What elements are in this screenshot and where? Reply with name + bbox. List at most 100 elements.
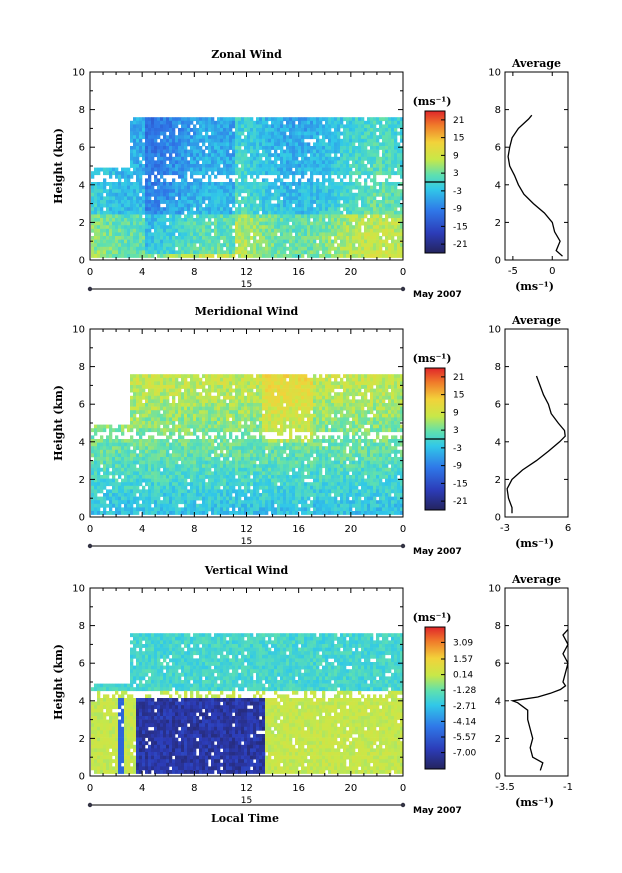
heatmap-cell xyxy=(181,171,185,176)
heatmap-cell xyxy=(112,453,116,458)
heatmap-cell xyxy=(292,149,296,154)
heatmap-cell xyxy=(169,149,173,154)
heatmap-cell xyxy=(352,135,356,140)
heatmap-cell xyxy=(139,503,143,508)
heatmap-cell xyxy=(376,218,380,222)
heatmap-cell xyxy=(235,196,239,201)
heatmap-cell xyxy=(196,489,200,494)
heatmap-cell xyxy=(307,225,311,230)
heatmap-cell xyxy=(283,156,287,161)
heatmap-cell xyxy=(91,464,95,469)
heatmap-cell xyxy=(163,511,167,515)
heatmap-cell xyxy=(151,496,155,501)
heatmap-cell xyxy=(130,131,134,136)
heatmap-cell xyxy=(187,493,191,497)
heatmap-cell xyxy=(94,475,98,479)
heatmap-cell xyxy=(106,210,110,215)
heatmap-cell xyxy=(379,120,383,125)
heatmap-cell xyxy=(352,171,356,176)
heatmap-cell xyxy=(121,228,125,233)
heatmap-cell xyxy=(142,207,146,212)
heatmap-cell xyxy=(286,207,290,212)
heatmap-cell xyxy=(298,117,302,122)
heatmap-cell xyxy=(160,164,164,168)
heatmap-cell xyxy=(136,503,140,508)
heatmap-cell xyxy=(397,160,401,165)
heatmap-cell xyxy=(148,254,152,258)
heatmap-cell xyxy=(112,236,116,240)
heatmap-cell xyxy=(259,189,263,194)
heatmap-cell xyxy=(274,232,278,237)
heatmap-cell xyxy=(331,207,335,212)
heatmap-cell xyxy=(220,167,224,172)
heatmap-cell xyxy=(112,207,116,212)
heatmap-cell xyxy=(289,189,293,194)
heatmap-cell xyxy=(187,446,191,451)
heatmap-cell xyxy=(391,225,395,230)
heatmap-cell xyxy=(268,142,272,147)
heatmap-cell xyxy=(325,192,329,197)
heatmap-cell xyxy=(364,120,368,125)
heatmap-cell xyxy=(139,171,143,176)
heatmap-cell xyxy=(112,239,116,244)
heatmap-cell xyxy=(91,507,95,512)
heatmap-cell xyxy=(109,228,113,233)
heatmap-cell xyxy=(253,207,257,212)
heatmap-cell xyxy=(280,117,284,122)
heatmap-cell xyxy=(193,381,197,386)
heatmap-cell xyxy=(340,214,344,219)
heatmap-cell xyxy=(334,246,338,251)
heatmap-cell xyxy=(331,239,335,244)
heatmap-cell xyxy=(355,153,359,158)
heatmap-cell xyxy=(181,142,185,147)
heatmap-cell xyxy=(139,417,143,422)
heatmap-cell xyxy=(388,164,392,168)
heatmap-cell xyxy=(124,496,128,501)
heatmap-cell xyxy=(121,236,125,240)
heatmap-cell xyxy=(175,428,179,433)
heatmap-cell xyxy=(301,138,305,143)
heatmap-cell xyxy=(310,160,314,165)
heatmap-cell xyxy=(268,254,272,258)
heatmap-cell xyxy=(322,146,326,150)
heatmap-cell xyxy=(157,395,161,400)
heatmap-cell xyxy=(340,153,344,158)
heatmap-cell xyxy=(373,207,377,212)
heatmap-cell xyxy=(238,131,242,136)
heatmap-cell xyxy=(121,189,125,194)
heatmap-cell xyxy=(190,174,194,179)
heatmap-cell xyxy=(184,403,188,407)
heatmap-cell xyxy=(346,232,350,237)
heatmap-cell xyxy=(307,135,311,140)
heatmap-cell xyxy=(244,156,248,161)
heatmap-cell xyxy=(247,135,251,140)
heatmap-cell xyxy=(280,178,284,183)
heatmap-cell xyxy=(358,243,362,248)
heatmap-cell xyxy=(151,453,155,458)
heatmap-cell xyxy=(163,135,167,140)
heatmap-cell xyxy=(196,478,200,483)
heatmap-cell xyxy=(223,120,227,125)
heatmap-cell xyxy=(382,200,386,204)
heatmap-cell xyxy=(283,243,287,248)
heatmap-cell xyxy=(208,385,212,389)
heatmap-cell xyxy=(106,424,110,429)
heatmap-cell xyxy=(181,403,185,407)
heatmap-cell xyxy=(310,200,314,204)
avg-x-tick-label: -5 xyxy=(508,266,518,277)
heatmap-cell xyxy=(286,146,290,150)
heatmap-cell xyxy=(391,218,395,222)
heatmap-cell xyxy=(268,246,272,251)
heatmap-cell xyxy=(202,496,206,501)
heatmap-cell xyxy=(235,210,239,215)
heatmap-cell xyxy=(196,457,200,461)
heatmap-cell xyxy=(388,182,392,186)
heatmap-cell xyxy=(295,135,299,140)
heatmap-cell xyxy=(262,185,266,190)
heatmap-cell xyxy=(94,210,98,215)
heatmap-cell xyxy=(370,210,374,215)
heatmap-cell xyxy=(97,185,101,190)
heatmap-cell xyxy=(160,374,164,379)
heatmap-cell xyxy=(358,131,362,136)
heatmap-cell xyxy=(106,246,110,251)
